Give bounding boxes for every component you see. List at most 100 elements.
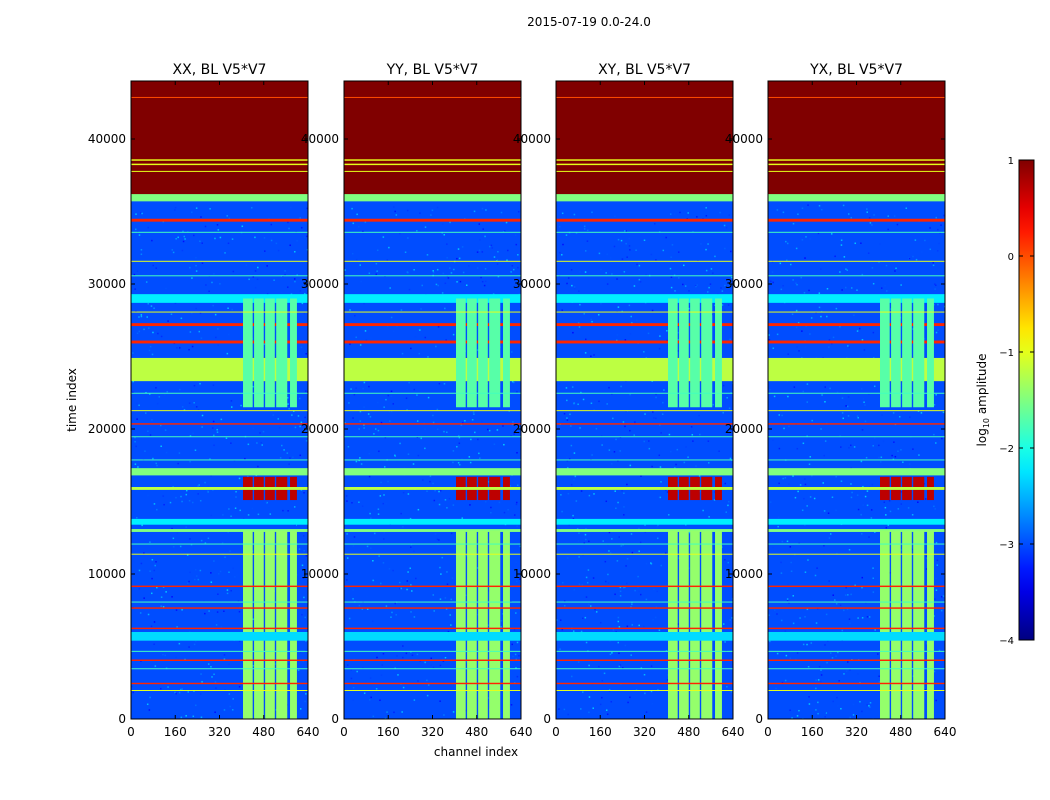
noise-pixel [157, 332, 159, 335]
noise-pixel [588, 696, 591, 698]
noise-pixel [731, 427, 733, 429]
noise-pixel [835, 509, 837, 512]
noise-pixel [294, 426, 297, 429]
noise-pixel [845, 405, 847, 407]
noise-pixel [848, 346, 850, 349]
noise-pixel [193, 690, 195, 692]
noise-pixel [814, 574, 817, 577]
noise-pixel [797, 321, 800, 324]
noise-pixel [601, 342, 603, 345]
noise-pixel [192, 432, 194, 435]
rfi-block [456, 298, 466, 408]
noise-pixel [671, 244, 674, 246]
noise-pixel [376, 249, 379, 252]
noise-pixel [897, 508, 900, 510]
noise-pixel [351, 252, 354, 255]
noise-pixel [825, 712, 828, 714]
noise-pixel [660, 432, 662, 434]
noise-pixel [864, 404, 866, 406]
noise-pixel [585, 641, 588, 644]
noise-pixel [580, 708, 582, 710]
noise-pixel [305, 693, 307, 695]
noise-pixel [683, 264, 685, 267]
noise-pixel [582, 691, 584, 693]
time-line [768, 311, 945, 313]
noise-pixel [450, 624, 452, 626]
noise-pixel [705, 215, 708, 217]
noise-pixel [431, 209, 434, 212]
noise-pixel [912, 255, 914, 258]
noise-pixel [365, 680, 367, 683]
time-band [768, 159, 945, 161]
noise-pixel [374, 428, 377, 430]
noise-pixel [861, 586, 863, 589]
noise-pixel [705, 248, 707, 251]
noise-pixel [162, 653, 164, 656]
noise-pixel [708, 286, 710, 289]
noise-pixel [828, 339, 831, 341]
noise-pixel [847, 345, 849, 347]
noise-pixel [235, 496, 237, 498]
noise-pixel [382, 236, 385, 238]
noise-pixel [615, 438, 617, 441]
noise-pixel [436, 408, 439, 411]
noise-pixel [458, 463, 461, 466]
noise-pixel [468, 265, 470, 267]
noise-pixel [417, 508, 420, 511]
noise-pixel [217, 229, 220, 231]
noise-pixel [870, 509, 873, 511]
noise-pixel [204, 612, 206, 615]
noise-pixel [619, 664, 622, 666]
noise-pixel [518, 655, 520, 657]
noise-pixel [599, 703, 602, 706]
noise-pixel [605, 580, 607, 583]
noise-pixel [580, 630, 583, 633]
noise-pixel [813, 497, 816, 500]
noise-pixel [571, 284, 573, 287]
time-band [556, 81, 733, 197]
noise-pixel [375, 262, 378, 265]
noise-pixel [274, 663, 276, 665]
noise-pixel [413, 616, 416, 618]
noise-pixel [785, 654, 788, 657]
noise-pixel [780, 619, 783, 622]
noise-pixel [643, 625, 645, 628]
noise-pixel [283, 449, 285, 451]
noise-pixel [199, 499, 202, 502]
noise-pixel [201, 414, 204, 417]
noise-pixel [796, 652, 799, 654]
noise-pixel [790, 561, 792, 564]
noise-pixel [375, 688, 378, 690]
noise-pixel [424, 661, 426, 664]
noise-pixel [180, 495, 182, 498]
noise-pixel [424, 428, 426, 430]
noise-pixel [624, 644, 627, 647]
noise-pixel [466, 554, 468, 557]
noise-pixel [561, 254, 563, 256]
noise-pixel [474, 431, 476, 434]
noise-pixel [352, 222, 355, 225]
time-band [556, 323, 733, 327]
noise-pixel [201, 242, 203, 244]
noise-pixel [376, 270, 378, 272]
noise-pixel [189, 538, 191, 540]
noise-pixel [223, 658, 226, 661]
figure-suptitle: 2015-07-19 0.0-24.0 [527, 15, 651, 29]
noise-pixel [808, 696, 810, 698]
noise-pixel [143, 552, 145, 554]
noise-pixel [424, 336, 427, 339]
noise-pixel [808, 703, 811, 705]
noise-pixel [941, 595, 943, 598]
noise-pixel [344, 652, 346, 654]
noise-pixel [791, 411, 793, 413]
noise-pixel [401, 352, 404, 355]
noise-pixel [830, 233, 833, 235]
noise-pixel [383, 494, 385, 496]
noise-pixel [181, 688, 183, 690]
noise-pixel [413, 269, 415, 271]
noise-pixel [193, 401, 195, 404]
noise-pixel [480, 276, 482, 279]
noise-pixel [410, 651, 412, 653]
noise-pixel [573, 286, 576, 288]
noise-pixel [177, 462, 179, 465]
